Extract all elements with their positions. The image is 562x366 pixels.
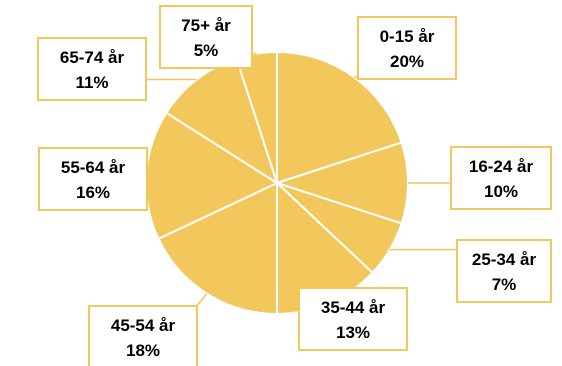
slice-label-box-7	[159, 5, 253, 69]
slice-value-label-7: 5%	[194, 41, 219, 60]
slice-category-label-1: 16-24 år	[469, 157, 534, 176]
slice-label-box-2	[456, 239, 552, 303]
pie-slice-1	[273, 141, 409, 225]
slice-value-label-2: 7%	[492, 275, 517, 294]
slice-label-box-4	[88, 305, 198, 366]
slice-label-box-6	[37, 37, 147, 101]
slice-value-label-6: 11%	[75, 73, 108, 92]
slice-label-4: 45-54 år 18%	[88, 305, 198, 366]
slice-label-6: 65-74 år 11%	[37, 37, 147, 101]
slice-labels: 0-15 år 20% 16-24 år 10% 25-34 år 7% 35-44 år 1…	[37, 5, 552, 366]
slice-label-box-0	[357, 16, 457, 80]
slice-category-label-3: 35-44 år	[321, 298, 386, 317]
slice-label-7: 75+ år 5%	[159, 5, 253, 69]
slice-value-label-4: 18%	[126, 341, 160, 360]
slice-value-label-1: 10%	[484, 182, 518, 201]
slice-category-label-7: 75+ år	[181, 16, 231, 35]
slice-category-label-4: 45-54 år	[111, 316, 176, 335]
slice-category-label-2: 25-34 år	[472, 250, 537, 269]
slice-value-label-3: 13%	[336, 323, 370, 342]
slice-label-box-1	[450, 146, 552, 210]
pie-slice-4	[157, 181, 278, 316]
slice-label-1: 16-24 år 10%	[450, 146, 552, 210]
pie-slices	[145, 50, 409, 316]
leader-line-4	[196, 293, 208, 307]
slice-label-box-3	[298, 287, 408, 351]
slice-label-3: 35-44 år 13%	[298, 287, 408, 351]
slice-value-label-0: 20%	[390, 52, 424, 71]
slice-label-0: 0-15 år 20%	[357, 16, 457, 80]
slice-label-2: 25-34 år 7%	[456, 239, 552, 303]
slice-category-label-6: 65-74 år	[60, 48, 125, 67]
slice-category-label-5: 55-64 år	[61, 158, 126, 177]
slice-label-5: 55-64 år 16%	[38, 147, 148, 211]
slice-value-label-5: 16%	[76, 183, 110, 202]
slice-label-box-5	[38, 147, 148, 211]
slice-category-label-0: 0-15 år	[380, 27, 435, 46]
